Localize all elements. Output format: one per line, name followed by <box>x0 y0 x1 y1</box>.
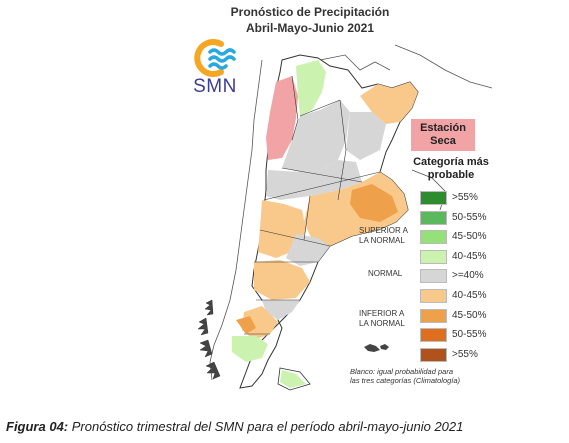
region-inferior-patagonia-north <box>254 260 310 300</box>
region-inferior-patagonia-south <box>242 306 278 340</box>
chile-fjords <box>197 299 221 380</box>
note-line2: las tres categorías (Climatología) <box>350 376 461 385</box>
legend-label: >=40% <box>452 270 484 281</box>
legend-label: 50-55% <box>452 212 487 223</box>
legend-label: 45-50% <box>452 310 487 321</box>
chile-coast-line <box>209 59 263 381</box>
region-inferior-pampa-strong <box>350 184 398 222</box>
brazil-border <box>394 44 493 89</box>
tierra-del-fuego-outline <box>277 367 311 391</box>
legend-label: 40-45% <box>452 251 487 262</box>
legend-title-line1: Categoría más <box>413 156 489 168</box>
legend-swatch <box>420 250 447 264</box>
province-border-4 <box>263 171 381 201</box>
region-normal-patagonia <box>262 300 300 320</box>
region-inferior-ne <box>360 82 418 124</box>
caption-text: Pronóstico trimestral del SMN para el pe… <box>68 419 464 434</box>
group-superior-line1: SUPERIOR A <box>359 226 408 235</box>
region-superior-south <box>232 336 268 362</box>
fjord-3 <box>199 339 213 358</box>
region-dry-season <box>266 76 298 160</box>
logo-wave-3 <box>208 62 228 70</box>
legend-label: 45-50% <box>452 231 487 242</box>
legend-swatch <box>420 348 447 362</box>
paraguay-border <box>319 54 391 71</box>
legend-swatch <box>420 230 447 244</box>
province-border-10 <box>303 195 311 241</box>
fjord-2 <box>197 317 209 336</box>
logo-wave-1 <box>208 48 236 56</box>
smn-logo-icon <box>194 39 236 77</box>
region-normal-north <box>282 100 350 172</box>
island-1 <box>364 344 380 352</box>
legend-swatch <box>420 328 447 342</box>
group-label-superior: SUPERIOR A LA NORMAL <box>359 226 408 246</box>
region-inferior-patagonia-strong <box>236 316 256 334</box>
dry-season-label: Estación Seca <box>411 119 475 151</box>
fjord-4 <box>205 361 221 380</box>
logo-text: SMN <box>193 76 237 97</box>
figure-caption: Figura 04: Pronóstico trimestral del SMN… <box>6 418 566 436</box>
caption-label: Figura 04: <box>6 419 69 434</box>
group-inferior-line1: INFERIOR A <box>359 309 405 318</box>
group-normal-line1: NORMAL <box>368 269 403 278</box>
legend-swatch <box>420 191 447 205</box>
note-line1: Blanco: igual probabilidad para <box>350 367 453 376</box>
islands <box>364 344 389 352</box>
logo-wave-2 <box>208 55 236 63</box>
legend-label: >55% <box>452 192 478 203</box>
map-title-line2: Abril-Mayo-Junio 2021 <box>245 21 375 35</box>
legend-title: Categoría más probable <box>402 156 500 182</box>
note: Blanco: igual probabilidad para las tres… <box>350 367 500 385</box>
legend-label: 50-55% <box>452 329 487 340</box>
island-2 <box>380 344 389 350</box>
group-label-inferior: INFERIOR A LA NORMAL <box>359 309 405 329</box>
legend-swatch <box>420 289 447 303</box>
category-regions <box>232 60 418 388</box>
legend-swatch <box>420 309 447 323</box>
legend-title-line2: probable <box>427 169 475 181</box>
province-border-1 <box>291 75 299 141</box>
group-superior-line2: LA NORMAL <box>359 236 405 245</box>
logo-sun-arc <box>194 39 224 77</box>
fjord-1 <box>204 299 214 316</box>
legend-label: 40-45% <box>452 290 487 301</box>
province-border-5 <box>259 229 331 247</box>
region-superior-40-45-north <box>296 60 326 116</box>
dry-season-line1: Estación <box>420 122 466 134</box>
region-superior-tdf <box>280 370 306 388</box>
group-label-normal: NORMAL <box>368 269 402 279</box>
dry-season-line2: Seca <box>430 135 456 147</box>
province-border-2 <box>299 99 341 117</box>
region-normal-central <box>266 160 362 200</box>
province-borders <box>244 75 381 335</box>
legend-label: >55% <box>452 349 478 360</box>
map-title: Pronóstico de Precipitación Abril-Mayo-J… <box>190 4 430 36</box>
legend-swatch <box>420 269 447 283</box>
province-border-9 <box>337 99 347 201</box>
map-title-line1: Pronóstico de Precipitación <box>230 5 390 19</box>
group-inferior-line2: LA NORMAL <box>359 319 405 328</box>
legend-swatch <box>420 211 447 225</box>
region-normal-chaco <box>346 112 386 160</box>
region-normal-lapampa <box>286 234 330 266</box>
